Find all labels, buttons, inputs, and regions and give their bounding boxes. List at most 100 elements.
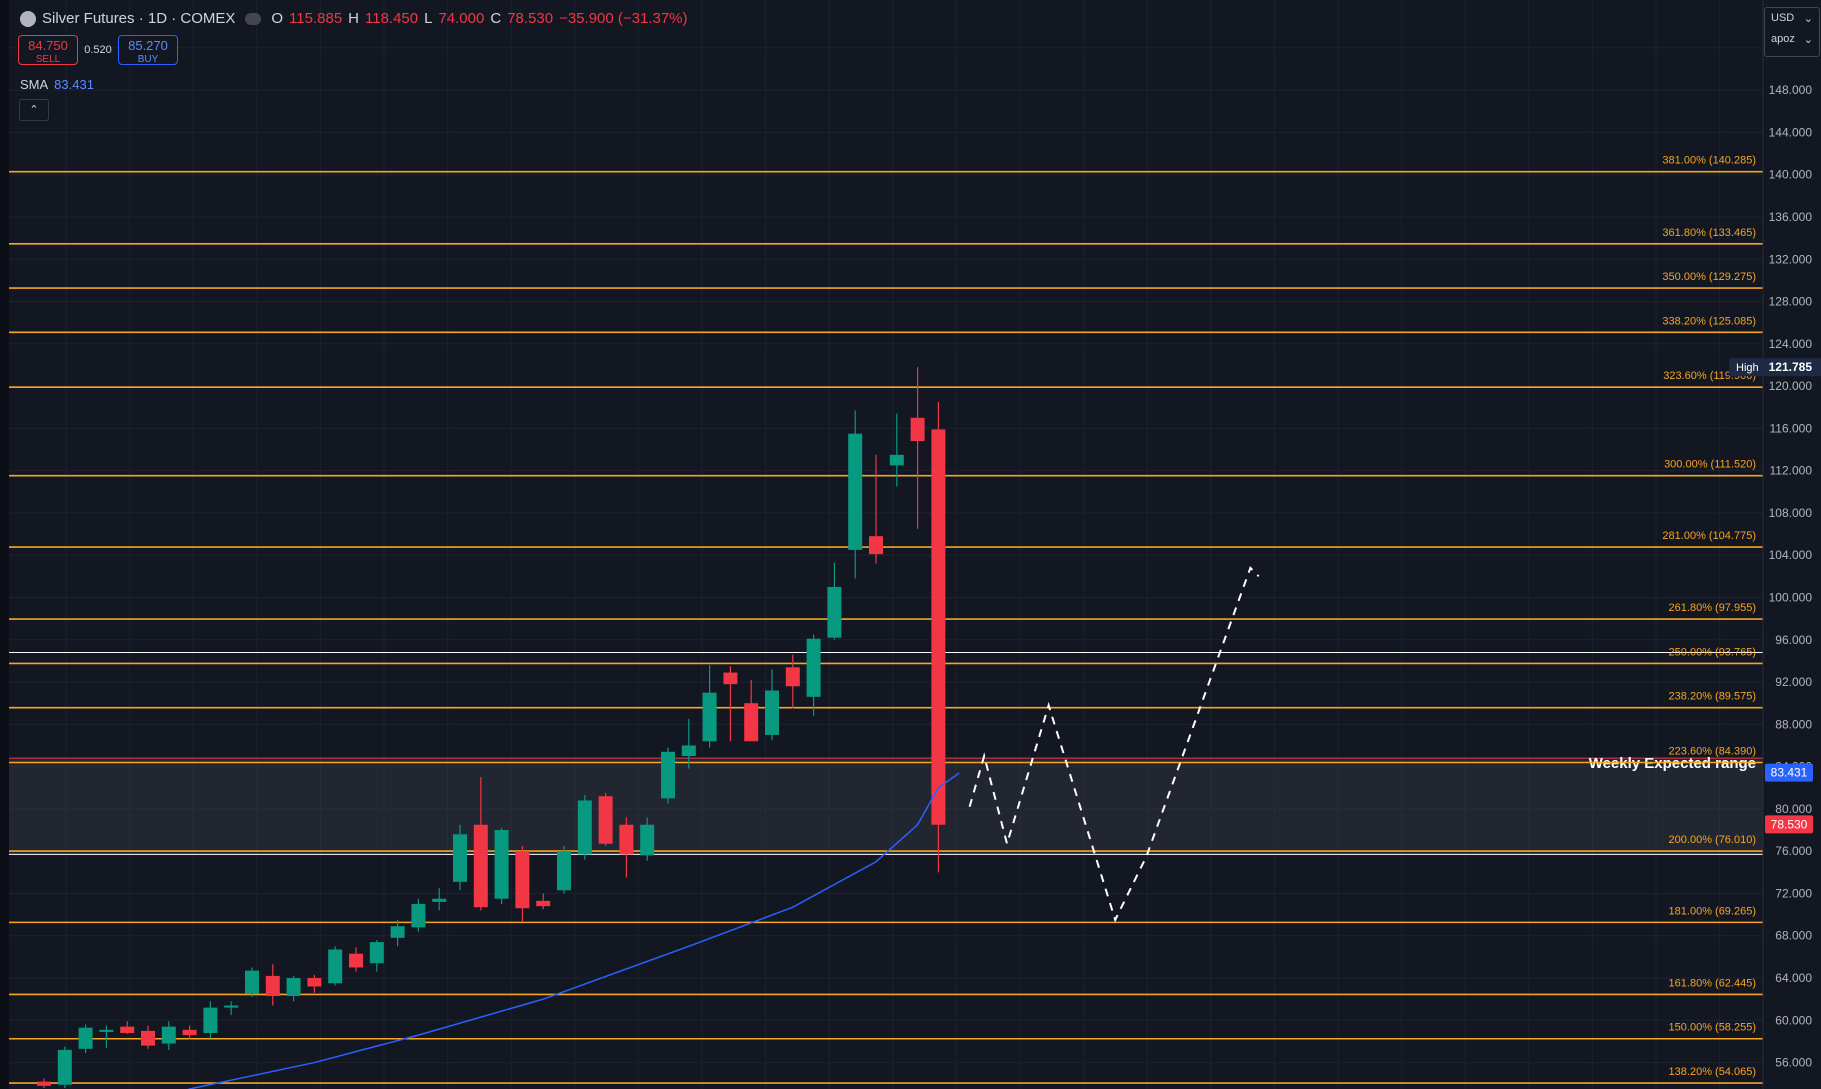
- collapse-legend-button[interactable]: ⌃: [19, 99, 49, 121]
- high-marker-label: High: [1736, 362, 1759, 374]
- high-value: 118.450: [365, 10, 419, 27]
- high-label: H: [348, 10, 359, 27]
- candle-body-7: [182, 1029, 197, 1036]
- sma-marker-bg: [1765, 763, 1813, 782]
- candle-body-33: [723, 672, 738, 685]
- projection-polyline: [968, 566, 1260, 923]
- fib-label-5: 223.60% (84.390): [1669, 745, 1756, 757]
- trade-panel: 84.750 SELL 0.520 85.270 BUY: [18, 35, 178, 65]
- axis-tick-5: 76.000: [1775, 844, 1812, 858]
- candle-body-26: [577, 800, 592, 855]
- fib-label-0: 138.20% (54.065): [1669, 1066, 1756, 1078]
- candle-body-20: [453, 834, 467, 882]
- axis-tick-17: 124.000: [1769, 337, 1813, 351]
- hide-icon[interactable]: [245, 12, 262, 25]
- sell-label: SELL: [35, 54, 61, 65]
- axis-tick-9: 92.000: [1775, 675, 1812, 689]
- unit-label: apoz: [1771, 33, 1795, 45]
- sma-legend[interactable]: SMA 83.431: [20, 77, 94, 92]
- candle-body-42: [910, 417, 925, 442]
- fib-label-8: 261.80% (97.955): [1669, 602, 1756, 614]
- fib-label-3: 181.00% (69.265): [1669, 905, 1756, 917]
- fib-label-15: 381.00% (140.285): [1662, 155, 1756, 167]
- candle-body-15: [349, 953, 363, 968]
- candle-body-35: [765, 690, 779, 735]
- axis-tick-4: 72.000: [1775, 886, 1812, 900]
- candle-body-12: [286, 978, 301, 996]
- candle-body-37: [806, 638, 821, 697]
- left-edge: [0, 0, 9, 1089]
- sma-polyline: [187, 772, 960, 1089]
- fib-label-9: 281.00% (104.775): [1662, 530, 1756, 542]
- axis-tick-14: 112.000: [1770, 464, 1813, 478]
- candle-body-19: [432, 898, 447, 902]
- candle-body-23: [515, 851, 530, 909]
- candle-body-32: [702, 692, 717, 742]
- symbol-title[interactable]: Silver Futures · 1D · COMEX: [42, 10, 236, 27]
- price-axis[interactable]: 56.000 60.000 64.000 68.000 72.000 76.000 80.0…: [1762, 0, 1821, 1089]
- sma-marker-value: 83.431: [1771, 766, 1808, 780]
- chevron-up-icon: ⌃: [29, 104, 39, 116]
- candle-body-41: [889, 454, 904, 466]
- expected-range-zone: Weekly Expected range: [9, 651, 1763, 855]
- candle-body-2: [78, 1027, 93, 1049]
- candle-body-22: [494, 830, 509, 899]
- fib-label-1: 150.00% (58.255): [1669, 1022, 1756, 1034]
- close-value: 78.530: [507, 10, 554, 27]
- axis-tick-8: 88.000: [1775, 717, 1812, 731]
- axis-tick-15: 116.000: [1770, 421, 1813, 435]
- sell-price: 84.750: [28, 38, 68, 53]
- low-label: L: [424, 10, 433, 27]
- axis-tick-6: 80.000: [1775, 802, 1812, 816]
- fib-label-4: 200.00% (76.010): [1669, 834, 1756, 846]
- candle-body-3: [99, 1029, 114, 1032]
- candle-body-43: [931, 429, 946, 825]
- projection-path: [968, 566, 1260, 923]
- fib-label-10: 300.00% (111.520): [1664, 459, 1756, 471]
- high-marker-bg: [1729, 358, 1821, 377]
- last-price-marker-bg: [1765, 815, 1813, 834]
- axis-markers: High 121.785 83.431 78.530: [1729, 358, 1821, 834]
- fib-label-12: 338.20% (125.085): [1662, 315, 1756, 327]
- candle-body-8: [203, 1007, 218, 1033]
- candle-body-6: [161, 1026, 176, 1044]
- candle-body-40: [869, 536, 883, 555]
- candle-body-38: [827, 586, 842, 638]
- sell-button[interactable]: 84.750 SELL: [18, 35, 78, 65]
- candle-body-25: [557, 851, 571, 891]
- candle-body-0: [37, 1081, 51, 1086]
- candle-body-17: [390, 926, 405, 938]
- fib-label-2: 161.80% (62.445): [1669, 977, 1756, 989]
- candle-body-5: [141, 1030, 155, 1046]
- candle-body-16: [369, 942, 384, 964]
- buy-price: 85.270: [128, 38, 168, 53]
- expected-range-label: Weekly Expected range: [1589, 755, 1756, 772]
- fib-label-13: 350.00% (129.275): [1662, 271, 1756, 283]
- currency-label: USD: [1771, 12, 1795, 24]
- axis-tick-20: 136.000: [1769, 210, 1813, 224]
- close-label: C: [490, 10, 502, 27]
- axis-tick-3: 68.000: [1775, 929, 1812, 943]
- candle-body-21: [473, 824, 488, 908]
- candle-body-4: [120, 1026, 135, 1033]
- candle-body-14: [328, 949, 343, 984]
- axis-tick-19: 132.000: [1769, 252, 1813, 266]
- candle-body-24: [536, 900, 551, 907]
- buy-button[interactable]: 85.270 BUY: [118, 35, 178, 65]
- expected-range-band: [9, 758, 1763, 855]
- axis-tick-18: 128.000: [1769, 295, 1813, 309]
- spread-value: 0.520: [84, 44, 112, 56]
- axis-tick-23: 148.000: [1769, 83, 1813, 97]
- axis-tick-2: 64.000: [1775, 971, 1812, 985]
- chevron-down-icon: ⌄: [1803, 13, 1813, 25]
- candle-body-30: [661, 751, 675, 799]
- axis-tick-1: 60.000: [1775, 1013, 1812, 1027]
- axis-tick-11: 100.000: [1769, 590, 1813, 604]
- open-label: O: [271, 10, 284, 27]
- candle-body-36: [785, 667, 800, 687]
- symbol-legend: Silver Futures · 1D · COMEX O 115.885 H 11…: [20, 10, 688, 27]
- candle-body-39: [848, 433, 863, 550]
- candle-body-18: [411, 904, 426, 928]
- currency-selector[interactable]: USD ⌄ apoz ⌄: [1764, 7, 1820, 57]
